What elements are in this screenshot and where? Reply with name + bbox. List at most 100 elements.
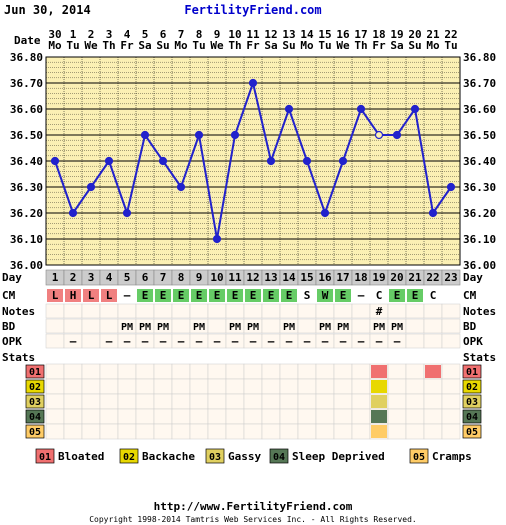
x-weekday-label: Tu: [318, 39, 331, 52]
y-tick-label: 36.80: [10, 51, 43, 64]
site-name[interactable]: FertilityFriend.com: [184, 3, 321, 17]
day-number: 1: [52, 271, 59, 284]
cm-cell: [173, 289, 189, 302]
stats-cell: [135, 378, 155, 395]
stats-cell: [45, 378, 65, 395]
notes-cell: [333, 303, 353, 319]
y-tick-label: 36.60: [463, 103, 496, 116]
day-number: 2: [70, 271, 77, 284]
cm-value: W: [322, 289, 329, 302]
stats-cell: [297, 423, 317, 440]
stats-cell: [405, 393, 425, 410]
stats-cell: [279, 423, 299, 440]
x-date-label: 17: [354, 28, 367, 41]
chart-date: Jun 30, 2014: [4, 3, 91, 17]
opk-value: –: [394, 335, 401, 348]
x-weekday-label: Su: [156, 39, 169, 52]
stats-cell: [225, 363, 245, 380]
bd-cell: [207, 318, 227, 334]
x-weekday-label: Fr: [372, 39, 386, 52]
stats-cell: [153, 408, 173, 425]
temperature-point: [446, 182, 456, 192]
legend-code: 01: [39, 452, 51, 463]
stats-code: 05: [466, 427, 478, 438]
stats-cell: [225, 378, 245, 395]
stats-code: 02: [466, 382, 478, 393]
cm-cell: [281, 289, 297, 302]
x-date-label: 10: [228, 28, 241, 41]
temperature-point: [158, 156, 168, 166]
x-weekday-label: We: [336, 39, 350, 52]
x-date-label: 3: [106, 28, 113, 41]
cm-value: E: [214, 289, 221, 302]
notes-cell: [153, 303, 173, 319]
stats-cell: [153, 378, 173, 395]
notes-cell: [117, 303, 137, 319]
stats-cell: [81, 363, 101, 380]
stats-cell: [81, 378, 101, 395]
cm-cell: [443, 289, 459, 302]
stats-cell: [387, 378, 407, 395]
stats-code: 03: [29, 397, 41, 408]
stats-cell: [297, 363, 317, 380]
cm-cell: [407, 289, 423, 302]
x-weekday-label: Sa: [264, 39, 277, 52]
stats-cell: [405, 363, 425, 380]
cm-value: L: [88, 289, 95, 302]
cm-cell: [263, 289, 279, 302]
stats-cell: [135, 363, 155, 380]
stats-cell: [279, 393, 299, 410]
day-number: 13: [264, 271, 277, 284]
stats-mark: [371, 380, 387, 393]
stats-label: Stats: [463, 351, 496, 364]
stats-cell: [117, 408, 137, 425]
day-number: 23: [444, 271, 457, 284]
stats-cell: [189, 408, 209, 425]
stats-cell: [351, 363, 371, 380]
stats-cell: [333, 363, 353, 380]
y-tick-label: 36.10: [463, 233, 496, 246]
notes-value: #: [376, 305, 383, 318]
stats-cell: [117, 363, 137, 380]
y-tick-label: 36.20: [10, 207, 43, 220]
opk-value: –: [322, 335, 329, 348]
x-date-label: 18: [372, 28, 385, 41]
temperature-point: [356, 104, 366, 114]
stats-cell: [315, 393, 335, 410]
notes-cell: [99, 303, 119, 319]
opk-value: –: [268, 335, 275, 348]
legend-label: Gassy: [228, 450, 261, 463]
stats-cell: [171, 393, 191, 410]
stats-cell: [405, 408, 425, 425]
stats-cell: [315, 423, 335, 440]
stats-cell: [351, 408, 371, 425]
legend-code: 04: [273, 452, 285, 463]
stats-cell: [279, 408, 299, 425]
opk-row-label: OPK: [2, 335, 22, 348]
x-weekday-label: Sa: [390, 39, 403, 52]
stats-code: 05: [29, 427, 41, 438]
stats-cell: [333, 408, 353, 425]
footer-url[interactable]: http://www.FertilityFriend.com: [154, 500, 353, 513]
x-weekday-label: Tu: [444, 39, 457, 52]
stats-cell: [117, 423, 137, 440]
legend-badge: [35, 448, 55, 464]
day-number: 11: [228, 271, 242, 284]
stats-cell: [243, 408, 263, 425]
bd-value: PM: [391, 322, 403, 333]
stats-cell: [81, 393, 101, 410]
stats-cell: [243, 378, 263, 395]
bd-cell: [297, 318, 317, 334]
notes-cell: [297, 303, 317, 319]
stats-cell: [189, 363, 209, 380]
stats-code-badge: [462, 424, 482, 439]
bd-value: PM: [229, 322, 241, 333]
footer-copyright: Copyright 1998-2014 Tamtris Web Services…: [89, 515, 417, 524]
stats-cell: [135, 408, 155, 425]
bd-value: PM: [247, 322, 259, 333]
stats-cell: [171, 423, 191, 440]
notes-cell: [207, 303, 227, 319]
stats-cell: [117, 378, 137, 395]
stats-cell: [63, 378, 83, 395]
cm-value: E: [412, 289, 419, 302]
